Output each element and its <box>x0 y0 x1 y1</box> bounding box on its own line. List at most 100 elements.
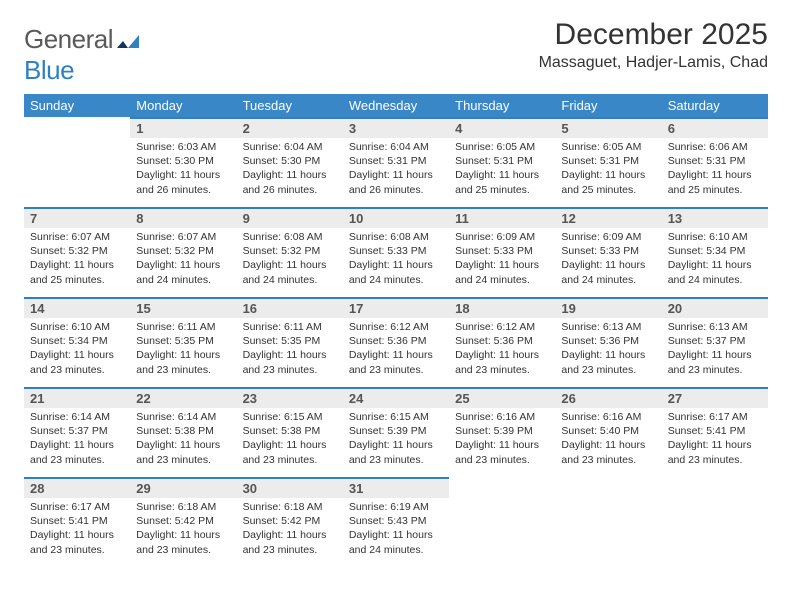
day-details: Sunrise: 6:16 AMSunset: 5:40 PMDaylight:… <box>555 408 661 471</box>
day-number: 7 <box>24 207 130 228</box>
day-number: 9 <box>237 207 343 228</box>
daylight-text: Daylight: 11 hours <box>243 348 337 362</box>
daylight-text-2: and 26 minutes. <box>243 183 337 197</box>
calendar-cell: 22Sunrise: 6:14 AMSunset: 5:38 PMDayligh… <box>130 387 236 477</box>
sunrise-text: Sunrise: 6:11 AM <box>136 320 230 334</box>
daylight-text: Daylight: 11 hours <box>455 348 549 362</box>
sunset-text: Sunset: 5:31 PM <box>455 154 549 168</box>
sunrise-text: Sunrise: 6:16 AM <box>455 410 549 424</box>
weekday-header: Saturday <box>662 94 768 117</box>
calendar-cell: 9Sunrise: 6:08 AMSunset: 5:32 PMDaylight… <box>237 207 343 297</box>
brand-triangle-icon <box>117 24 139 54</box>
daylight-text: Daylight: 11 hours <box>668 258 762 272</box>
sunset-text: Sunset: 5:39 PM <box>349 424 443 438</box>
sunrise-text: Sunrise: 6:16 AM <box>561 410 655 424</box>
sunrise-text: Sunrise: 6:08 AM <box>349 230 443 244</box>
daylight-text-2: and 23 minutes. <box>136 363 230 377</box>
calendar-cell: 3 Sunrise: 6:04 AMSunset: 5:31 PMDaylight… <box>343 117 449 207</box>
header: GeneralBlue December 2025 Massaguet, Had… <box>24 18 768 86</box>
sunset-text: Sunset: 5:41 PM <box>30 514 124 528</box>
sunrise-text: Sunrise: 6:05 AM <box>455 140 549 154</box>
sunset-text: Sunset: 5:36 PM <box>349 334 443 348</box>
calendar-cell: 12Sunrise: 6:09 AMSunset: 5:33 PMDayligh… <box>555 207 661 297</box>
sunset-text: Sunset: 5:36 PM <box>455 334 549 348</box>
calendar-cell: 14Sunrise: 6:10 AMSunset: 5:34 PMDayligh… <box>24 297 130 387</box>
daylight-text: Daylight: 11 hours <box>243 168 337 182</box>
daylight-text: Daylight: 11 hours <box>668 438 762 452</box>
title-block: December 2025 Massaguet, Hadjer-Lamis, C… <box>539 18 768 72</box>
day-number: 13 <box>662 207 768 228</box>
day-number: 11 <box>449 207 555 228</box>
calendar-week-row: 7Sunrise: 6:07 AMSunset: 5:32 PMDaylight… <box>24 207 768 297</box>
sunrise-text: Sunrise: 6:04 AM <box>349 140 443 154</box>
day-details: Sunrise: 6:07 AMSunset: 5:32 PMDaylight:… <box>130 228 236 291</box>
sunset-text: Sunset: 5:32 PM <box>30 244 124 258</box>
day-details: Sunrise: 6:04 AMSunset: 5:30 PMDaylight:… <box>237 138 343 201</box>
sunrise-text: Sunrise: 6:07 AM <box>136 230 230 244</box>
daylight-text: Daylight: 11 hours <box>349 168 443 182</box>
sunset-text: Sunset: 5:35 PM <box>243 334 337 348</box>
sunrise-text: Sunrise: 6:17 AM <box>668 410 762 424</box>
day-number: 30 <box>237 477 343 498</box>
weekday-header: Wednesday <box>343 94 449 117</box>
weekday-header: Thursday <box>449 94 555 117</box>
sunrise-text: Sunrise: 6:19 AM <box>349 500 443 514</box>
sunrise-text: Sunrise: 6:12 AM <box>349 320 443 334</box>
daylight-text: Daylight: 11 hours <box>136 258 230 272</box>
day-details: Sunrise: 6:08 AMSunset: 5:32 PMDaylight:… <box>237 228 343 291</box>
day-details: Sunrise: 6:09 AMSunset: 5:33 PMDaylight:… <box>555 228 661 291</box>
sunrise-text: Sunrise: 6:11 AM <box>243 320 337 334</box>
calendar-cell: 30Sunrise: 6:18 AMSunset: 5:42 PMDayligh… <box>237 477 343 567</box>
daylight-text: Daylight: 11 hours <box>349 528 443 542</box>
sunset-text: Sunset: 5:36 PM <box>561 334 655 348</box>
day-number: 12 <box>555 207 661 228</box>
day-number: 14 <box>24 297 130 318</box>
weekday-header: Friday <box>555 94 661 117</box>
calendar-cell <box>449 477 555 567</box>
calendar-week-row: 21Sunrise: 6:14 AMSunset: 5:37 PMDayligh… <box>24 387 768 477</box>
sunrise-text: Sunrise: 6:05 AM <box>561 140 655 154</box>
daylight-text-2: and 23 minutes. <box>349 363 443 377</box>
sunrise-text: Sunrise: 6:07 AM <box>30 230 124 244</box>
daylight-text: Daylight: 11 hours <box>668 168 762 182</box>
sunset-text: Sunset: 5:37 PM <box>30 424 124 438</box>
daylight-text-2: and 23 minutes. <box>561 453 655 467</box>
daylight-text: Daylight: 11 hours <box>30 348 124 362</box>
calendar-cell: 20Sunrise: 6:13 AMSunset: 5:37 PMDayligh… <box>662 297 768 387</box>
day-number: 10 <box>343 207 449 228</box>
day-number: 26 <box>555 387 661 408</box>
weekday-header: Tuesday <box>237 94 343 117</box>
sunrise-text: Sunrise: 6:14 AM <box>30 410 124 424</box>
day-details: Sunrise: 6:09 AMSunset: 5:33 PMDaylight:… <box>449 228 555 291</box>
calendar-cell: 19Sunrise: 6:13 AMSunset: 5:36 PMDayligh… <box>555 297 661 387</box>
sunrise-text: Sunrise: 6:18 AM <box>243 500 337 514</box>
daylight-text: Daylight: 11 hours <box>30 438 124 452</box>
sunrise-text: Sunrise: 6:13 AM <box>561 320 655 334</box>
day-number: 15 <box>130 297 236 318</box>
sunset-text: Sunset: 5:31 PM <box>349 154 443 168</box>
daylight-text: Daylight: 11 hours <box>349 258 443 272</box>
daylight-text-2: and 24 minutes. <box>243 273 337 287</box>
daylight-text: Daylight: 11 hours <box>136 438 230 452</box>
day-number: 3 <box>343 117 449 138</box>
day-number: 18 <box>449 297 555 318</box>
calendar-body: 1Sunrise: 6:03 AMSunset: 5:30 PMDaylight… <box>24 117 768 567</box>
day-details: Sunrise: 6:15 AMSunset: 5:39 PMDaylight:… <box>343 408 449 471</box>
calendar-cell: 28Sunrise: 6:17 AMSunset: 5:41 PMDayligh… <box>24 477 130 567</box>
calendar-cell: 25Sunrise: 6:16 AMSunset: 5:39 PMDayligh… <box>449 387 555 477</box>
calendar-cell: 31Sunrise: 6:19 AMSunset: 5:43 PMDayligh… <box>343 477 449 567</box>
day-details: Sunrise: 6:11 AMSunset: 5:35 PMDaylight:… <box>130 318 236 381</box>
sunrise-text: Sunrise: 6:09 AM <box>561 230 655 244</box>
daylight-text-2: and 25 minutes. <box>455 183 549 197</box>
daylight-text-2: and 23 minutes. <box>136 543 230 557</box>
calendar-cell: 10Sunrise: 6:08 AMSunset: 5:33 PMDayligh… <box>343 207 449 297</box>
day-details: Sunrise: 6:12 AMSunset: 5:36 PMDaylight:… <box>343 318 449 381</box>
daylight-text-2: and 25 minutes. <box>30 273 124 287</box>
day-details: Sunrise: 6:17 AMSunset: 5:41 PMDaylight:… <box>662 408 768 471</box>
day-details: Sunrise: 6:08 AMSunset: 5:33 PMDaylight:… <box>343 228 449 291</box>
daylight-text-2: and 24 minutes. <box>455 273 549 287</box>
calendar-cell: 16Sunrise: 6:11 AMSunset: 5:35 PMDayligh… <box>237 297 343 387</box>
daylight-text: Daylight: 11 hours <box>30 528 124 542</box>
day-details: Sunrise: 6:05 AMSunset: 5:31 PMDaylight:… <box>555 138 661 201</box>
calendar-cell: 13Sunrise: 6:10 AMSunset: 5:34 PMDayligh… <box>662 207 768 297</box>
